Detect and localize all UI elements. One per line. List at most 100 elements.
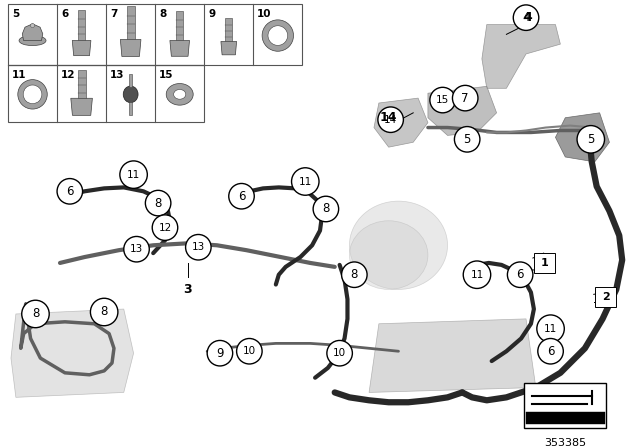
- Circle shape: [454, 127, 480, 152]
- Circle shape: [342, 262, 367, 288]
- Bar: [534, 253, 556, 273]
- Bar: [176, 11, 184, 40]
- Text: 5: 5: [587, 133, 595, 146]
- Text: 7: 7: [461, 91, 469, 105]
- Text: 11: 11: [544, 323, 557, 334]
- Text: 6: 6: [547, 345, 554, 358]
- Bar: [8, 4, 302, 65]
- Text: 12: 12: [158, 223, 172, 233]
- Bar: [77, 70, 86, 98]
- Text: 8: 8: [32, 307, 39, 320]
- Text: 11: 11: [470, 270, 484, 280]
- Polygon shape: [556, 113, 609, 162]
- Text: 14: 14: [384, 115, 397, 125]
- Ellipse shape: [19, 35, 46, 46]
- Ellipse shape: [31, 23, 35, 27]
- Text: 5: 5: [463, 133, 471, 146]
- Circle shape: [327, 340, 353, 366]
- Polygon shape: [482, 25, 561, 88]
- Text: 8: 8: [322, 202, 330, 215]
- Circle shape: [152, 215, 178, 241]
- Circle shape: [452, 86, 478, 111]
- Text: 10: 10: [333, 348, 346, 358]
- Text: 3: 3: [183, 283, 192, 296]
- Ellipse shape: [166, 83, 193, 105]
- Text: 9: 9: [216, 347, 223, 360]
- Circle shape: [378, 107, 403, 133]
- Bar: [526, 412, 605, 424]
- Polygon shape: [170, 40, 189, 56]
- Text: 10: 10: [243, 346, 256, 356]
- Circle shape: [120, 161, 147, 188]
- Circle shape: [23, 85, 42, 103]
- Text: 15: 15: [159, 69, 173, 80]
- Bar: [127, 6, 134, 39]
- Text: 5: 5: [12, 9, 19, 19]
- Polygon shape: [369, 319, 536, 392]
- Bar: [78, 10, 85, 40]
- Text: 13: 13: [130, 244, 143, 254]
- Ellipse shape: [124, 86, 138, 103]
- Text: 8: 8: [154, 197, 162, 210]
- Text: 1: 1: [541, 258, 548, 268]
- Polygon shape: [11, 309, 134, 397]
- Polygon shape: [120, 39, 141, 56]
- Text: 8: 8: [159, 9, 166, 19]
- Circle shape: [508, 262, 533, 288]
- Bar: [225, 18, 232, 42]
- Circle shape: [124, 237, 149, 262]
- Text: 6: 6: [516, 268, 524, 281]
- Circle shape: [207, 340, 233, 366]
- Text: 15: 15: [436, 95, 449, 105]
- Circle shape: [145, 190, 171, 216]
- Circle shape: [513, 5, 539, 30]
- Bar: [524, 383, 607, 428]
- Circle shape: [237, 339, 262, 364]
- Text: 6: 6: [238, 190, 245, 203]
- Bar: [129, 102, 132, 115]
- Text: 10: 10: [257, 9, 272, 19]
- Text: 353385: 353385: [544, 438, 586, 448]
- Polygon shape: [72, 40, 91, 56]
- Circle shape: [90, 298, 118, 326]
- Circle shape: [22, 300, 49, 327]
- Circle shape: [537, 315, 564, 342]
- Text: 14: 14: [380, 111, 397, 124]
- Text: 11: 11: [127, 170, 140, 180]
- Circle shape: [463, 261, 491, 289]
- Text: 12: 12: [61, 69, 76, 80]
- Circle shape: [262, 20, 294, 51]
- Ellipse shape: [349, 201, 447, 289]
- Text: 4: 4: [522, 11, 530, 24]
- Bar: [129, 74, 132, 87]
- Polygon shape: [71, 98, 92, 115]
- Text: 13: 13: [110, 69, 125, 80]
- Circle shape: [57, 179, 83, 204]
- Text: 7: 7: [110, 9, 117, 19]
- Bar: [8, 65, 204, 122]
- Polygon shape: [374, 98, 428, 147]
- Circle shape: [228, 184, 254, 209]
- Circle shape: [313, 196, 339, 222]
- Bar: [595, 288, 616, 307]
- Circle shape: [292, 168, 319, 195]
- Text: 9: 9: [208, 9, 215, 19]
- Circle shape: [18, 80, 47, 109]
- Text: 8: 8: [100, 306, 108, 319]
- Text: 8: 8: [351, 268, 358, 281]
- Polygon shape: [22, 24, 43, 41]
- Text: 13: 13: [192, 242, 205, 252]
- Text: 11: 11: [299, 177, 312, 186]
- Circle shape: [430, 87, 456, 113]
- Text: 11: 11: [12, 69, 26, 80]
- Circle shape: [577, 125, 605, 153]
- Text: 4: 4: [524, 11, 532, 24]
- Text: 6: 6: [66, 185, 74, 198]
- Ellipse shape: [173, 90, 186, 99]
- Text: 2: 2: [602, 292, 609, 302]
- Circle shape: [186, 234, 211, 260]
- Circle shape: [268, 26, 287, 45]
- Circle shape: [538, 339, 563, 364]
- Ellipse shape: [349, 221, 428, 289]
- Polygon shape: [221, 42, 237, 55]
